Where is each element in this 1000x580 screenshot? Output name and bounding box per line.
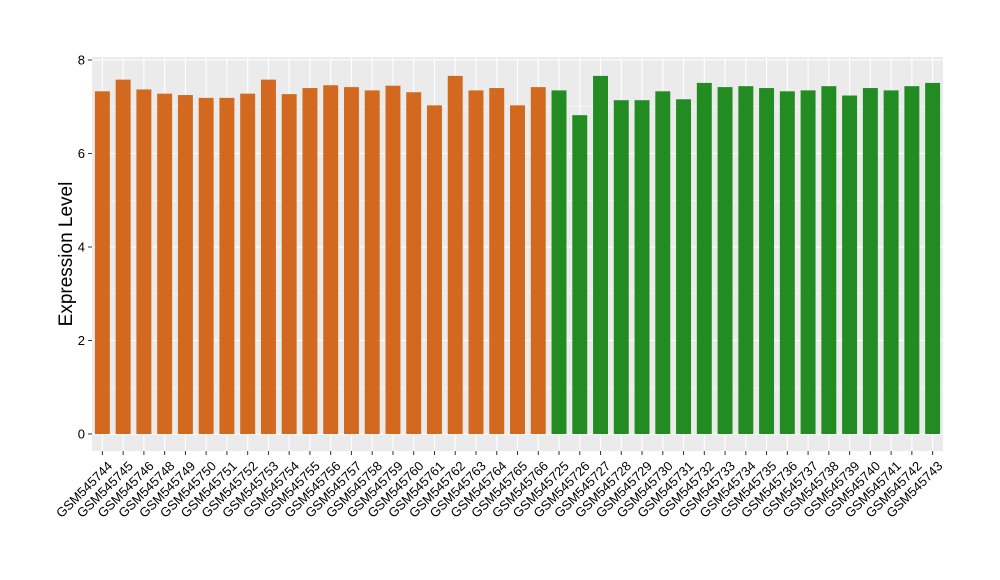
bar [510,105,525,434]
bar [343,87,359,435]
bar [406,92,422,434]
bar [427,105,442,434]
bar [800,90,816,434]
bar [281,94,297,434]
y-tick-label: 0 [78,427,85,442]
bar [738,86,754,435]
y-axis-label: Expression Level [56,182,77,327]
bar [94,91,110,434]
bar [821,86,837,435]
bar [759,88,775,435]
bar [302,88,318,435]
y-tick-label: 2 [78,333,85,348]
bar [676,99,692,435]
y-axis: 0 2 4 6 8 [78,53,92,442]
y-tick-label: 4 [78,240,85,255]
bar [613,100,629,434]
y-tick-label: 6 [78,146,85,161]
x-axis: GSM545744GSM545745GSM545746GSM545748GSM5… [53,451,946,521]
bar [593,75,608,435]
bar [551,90,567,434]
bar [925,82,941,434]
bar [883,90,899,434]
bar [364,90,380,434]
bar [634,100,650,434]
bars [94,75,941,435]
bar [198,97,214,435]
bar [136,89,152,434]
bar [240,93,256,434]
bar [779,91,795,434]
bar [219,97,235,435]
bar [862,88,878,435]
bar [177,95,193,434]
bar [260,79,276,434]
bar [157,93,173,434]
bar [385,85,401,435]
bar [655,91,671,434]
bar [717,87,733,435]
bar [489,88,505,435]
bar [530,87,546,435]
bar [572,115,588,434]
bar [447,75,463,435]
y-tick-label: 8 [78,53,85,68]
bar [842,95,858,434]
bar [323,85,339,435]
bar [904,86,920,435]
bar [115,79,131,434]
bar [696,82,712,434]
bar [468,90,484,434]
